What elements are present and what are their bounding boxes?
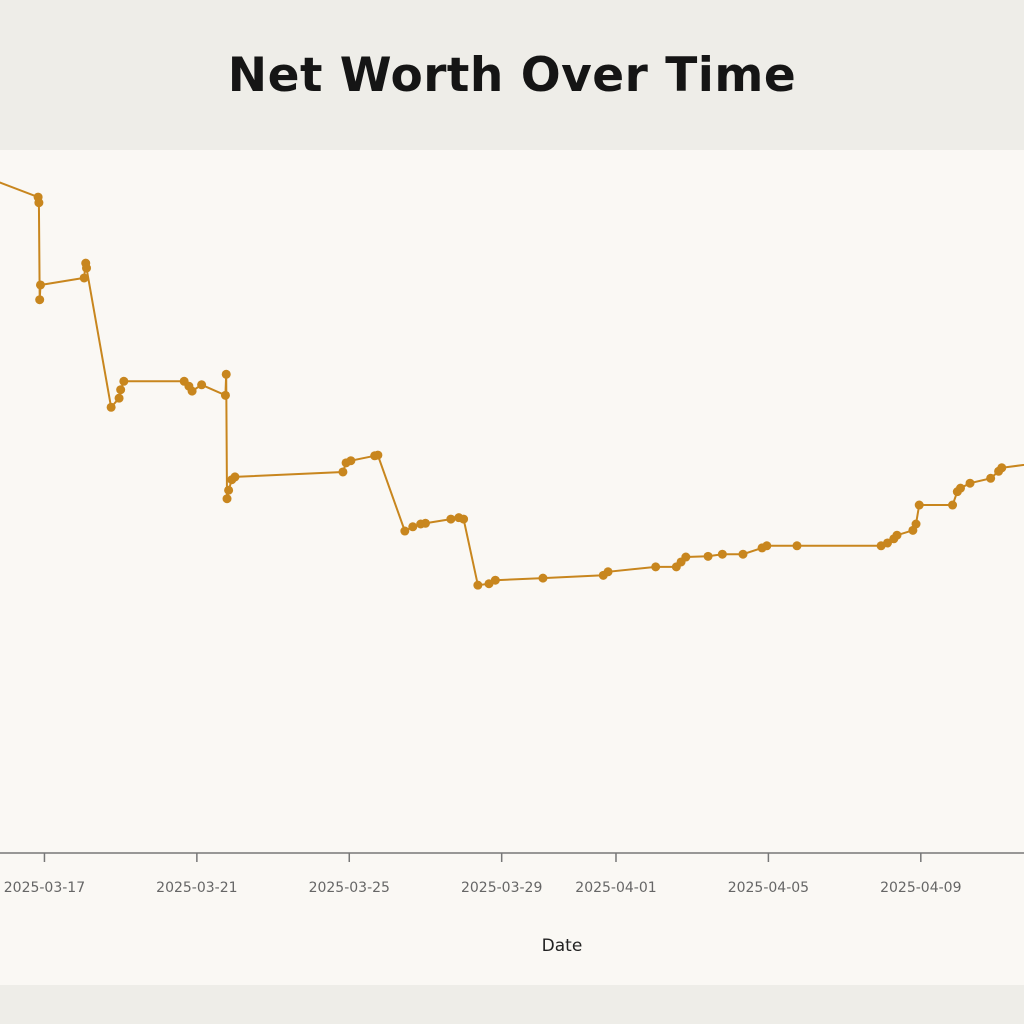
data-point — [346, 456, 356, 466]
data-point — [703, 551, 713, 561]
x-tick-label: 2025-04-01 — [575, 880, 656, 896]
data-point — [35, 295, 45, 305]
data-point — [997, 463, 1007, 473]
series-line — [0, 181, 1024, 587]
data-point — [651, 562, 661, 572]
data-point — [490, 575, 500, 585]
data-point — [197, 380, 207, 390]
data-point — [220, 390, 230, 400]
data-point — [408, 522, 418, 532]
data-point — [373, 450, 383, 460]
data-point — [681, 552, 691, 562]
data-point — [911, 519, 921, 529]
data-point — [420, 518, 430, 528]
data-point — [892, 530, 902, 540]
data-point — [955, 483, 965, 493]
title-bar: Net Worth Over Time — [0, 0, 1024, 150]
data-point — [116, 385, 126, 395]
data-point — [738, 549, 748, 559]
x-tick-label: 2025-03-25 — [309, 880, 390, 896]
data-point — [762, 541, 772, 551]
data-point — [473, 580, 483, 590]
data-point — [221, 369, 231, 379]
data-point — [717, 549, 727, 559]
data-point — [914, 500, 924, 510]
data-point — [187, 386, 197, 396]
data-point — [106, 402, 116, 412]
data-point — [792, 541, 802, 551]
data-point — [222, 494, 232, 504]
data-point — [459, 514, 469, 524]
data-point — [34, 198, 44, 208]
data-point — [400, 526, 410, 536]
x-tick-label: 2025-03-17 — [4, 880, 85, 896]
data-point — [603, 567, 613, 577]
data-point — [82, 263, 92, 273]
plot-area — [0, 150, 1024, 985]
x-tick-label: 2025-03-21 — [156, 880, 237, 896]
data-point — [224, 485, 234, 495]
x-tick-label: 2025-04-09 — [880, 880, 961, 896]
data-point — [114, 393, 124, 403]
chart-title: Net Worth Over Time — [227, 48, 797, 103]
data-point — [948, 500, 958, 510]
data-point — [230, 472, 240, 482]
x-axis-label: Date — [542, 936, 583, 956]
data-point — [35, 280, 45, 290]
data-point — [538, 573, 548, 583]
data-point — [986, 473, 996, 483]
data-point — [965, 478, 975, 488]
x-tick-label: 2025-03-29 — [461, 880, 542, 896]
data-point — [119, 376, 129, 386]
data-point — [446, 514, 456, 524]
data-point — [338, 467, 348, 477]
data-point — [79, 273, 89, 283]
data-point — [882, 538, 892, 548]
x-tick-label: 2025-04-05 — [728, 880, 809, 896]
